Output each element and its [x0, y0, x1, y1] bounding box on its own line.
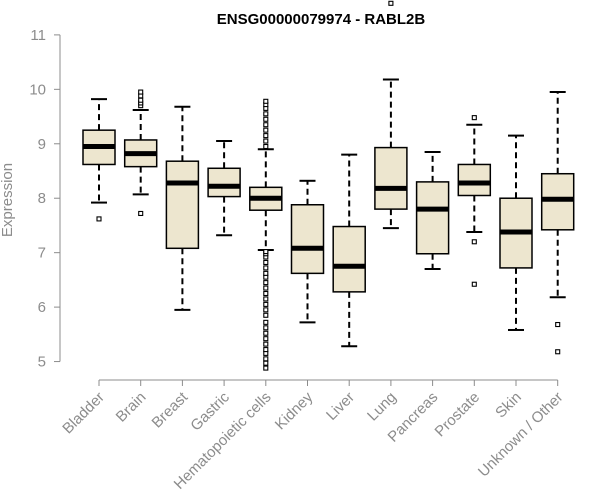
outlier-point — [263, 347, 269, 353]
outlier-point — [555, 349, 561, 355]
outlier-point — [263, 116, 269, 122]
outlier-point — [96, 216, 102, 222]
outlier-point — [263, 285, 269, 291]
outlier-point — [263, 259, 269, 266]
outlier-point — [263, 270, 269, 276]
y-tick-label: 9 — [38, 136, 46, 153]
box-pancreas — [415, 150, 450, 270]
box-iqr — [165, 160, 200, 250]
box-iqr — [374, 146, 408, 210]
outlier-point — [263, 319, 269, 325]
outlier-point — [138, 210, 144, 217]
y-tick-label: 11 — [30, 27, 46, 44]
outlier-point — [471, 239, 477, 245]
y-axis: 5 6 7 8 9 10 11 — [29, 27, 61, 371]
outlier-point — [263, 330, 269, 336]
outlier-point — [138, 97, 144, 103]
box-lung — [374, 0, 408, 230]
box-iqr — [457, 163, 492, 197]
outlier-point — [263, 138, 269, 144]
box-unknown-other — [540, 91, 575, 355]
x-tick-label: Prostate — [432, 389, 484, 441]
box-skin — [499, 134, 533, 331]
box-brain — [123, 89, 158, 217]
outlier-point — [263, 111, 269, 117]
box-prostate — [457, 115, 492, 287]
y-tick-label: 5 — [38, 354, 46, 371]
outlier-point — [263, 290, 269, 297]
x-tick-label: Lung — [364, 389, 400, 425]
x-tick-label: Liver — [323, 389, 358, 424]
box-iqr — [415, 181, 450, 255]
y-tick-label: 6 — [38, 299, 46, 316]
outlier-point — [138, 89, 144, 95]
y-axis-label: Expression — [0, 163, 16, 237]
box-kidney — [290, 179, 325, 324]
outlier-point — [263, 341, 269, 347]
box-iqr — [207, 167, 241, 198]
box-hematopoietic-cells — [249, 98, 283, 371]
x-tick-label: Kidney — [272, 388, 317, 433]
outlier-point — [263, 325, 269, 331]
outlier-point — [471, 281, 477, 287]
outlier-point — [263, 360, 269, 366]
outlier-point — [263, 127, 269, 133]
box-iqr — [290, 204, 325, 275]
x-tick-label: Breast — [149, 388, 192, 431]
outlier-point — [555, 321, 561, 328]
y-tick-label: 7 — [38, 245, 46, 262]
chart-title: ENSG00000079974 - RABL2B — [217, 11, 426, 28]
y-tick-label: 10 — [29, 81, 46, 98]
outlier-point — [263, 122, 269, 128]
outlier-point — [263, 301, 269, 307]
outlier-point — [263, 265, 269, 271]
outlier-point — [263, 133, 269, 139]
outlier-point — [263, 365, 269, 371]
x-tick-label: Skin — [492, 389, 525, 422]
box-iqr — [332, 225, 366, 293]
outlier-point — [263, 143, 269, 150]
x-tick-label: Brain — [113, 389, 150, 426]
outlier-point — [263, 249, 269, 255]
outlier-point — [263, 98, 269, 104]
x-tick-label: Bladder — [59, 389, 108, 438]
box-liver — [332, 153, 366, 348]
box-bladder — [82, 98, 116, 222]
outlier-point — [263, 296, 269, 302]
outlier-point — [263, 280, 269, 286]
outlier-point — [263, 356, 269, 362]
outlier-point — [263, 307, 269, 313]
box-breast — [165, 105, 200, 311]
boxes-group — [82, 0, 575, 371]
outlier-point — [263, 336, 269, 342]
outlier-point — [388, 0, 394, 6]
outlier-point — [471, 115, 477, 121]
box-gastric — [207, 140, 241, 237]
outlier-point — [263, 312, 269, 318]
y-tick-label: 8 — [38, 190, 46, 207]
